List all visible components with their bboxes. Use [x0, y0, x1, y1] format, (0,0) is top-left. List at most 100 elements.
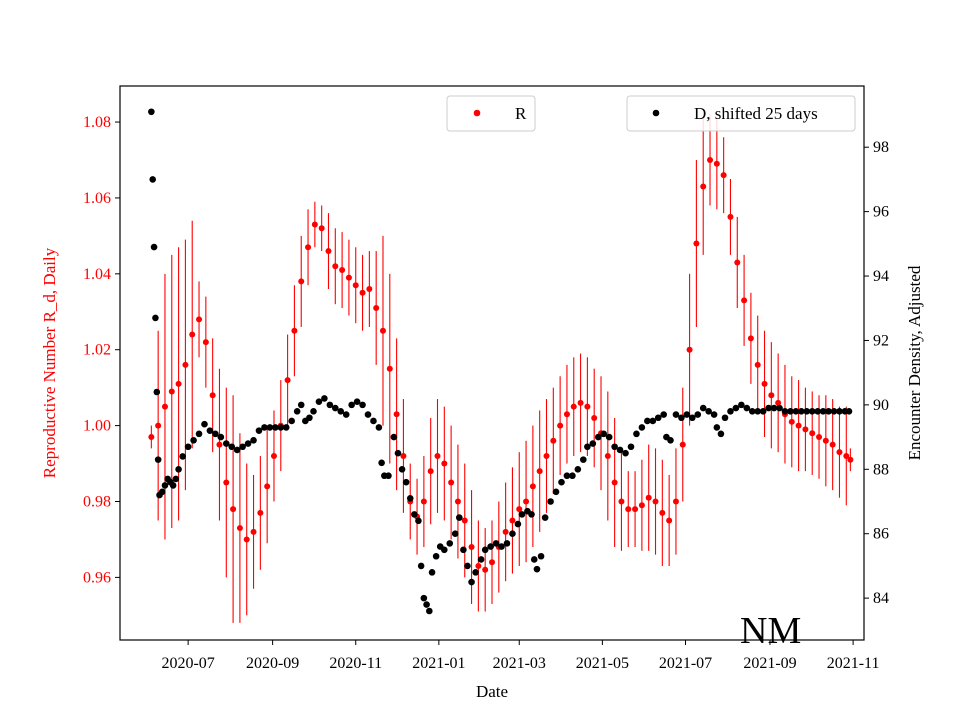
r-point	[638, 502, 645, 509]
r-point	[768, 392, 775, 399]
d-point	[321, 395, 328, 402]
d-point	[261, 424, 268, 431]
d-point	[589, 440, 597, 447]
d-point	[633, 430, 640, 438]
d-point	[836, 408, 843, 415]
r-point	[230, 506, 237, 513]
d-point	[787, 408, 794, 415]
d-point	[727, 408, 734, 415]
d-point	[149, 176, 157, 183]
r-point	[189, 331, 196, 338]
d-point	[649, 417, 657, 425]
right-y-tick-label: 92	[873, 332, 889, 349]
d-point	[678, 414, 685, 422]
d-point	[611, 443, 618, 451]
d-point	[537, 552, 545, 560]
r-point	[679, 441, 686, 448]
r-point	[257, 509, 264, 516]
d-point	[172, 475, 180, 483]
r-point	[441, 460, 448, 467]
r-point	[482, 566, 489, 573]
r-point	[305, 244, 312, 251]
legend-d-box	[626, 95, 856, 132]
d-point	[743, 404, 751, 412]
d-point	[206, 427, 214, 434]
d-point	[748, 408, 756, 415]
r-point	[318, 225, 325, 232]
d-point	[415, 517, 422, 525]
r-point	[666, 517, 673, 524]
d-point	[825, 408, 832, 415]
d-point	[563, 472, 571, 480]
d-point	[432, 552, 440, 560]
right-y-tick-label: 98	[873, 139, 889, 156]
r-point	[700, 183, 707, 190]
d-point	[509, 530, 516, 538]
r-point	[734, 259, 741, 266]
r-point	[843, 452, 850, 459]
right-y-tick-label: 86	[873, 526, 889, 543]
d-point	[672, 411, 680, 418]
d-point	[492, 540, 500, 547]
d-point	[660, 411, 667, 418]
r-point	[584, 403, 591, 410]
r-point	[836, 449, 843, 456]
r-point	[161, 403, 168, 410]
d-point	[158, 488, 166, 496]
r-point	[448, 479, 455, 486]
r-point	[809, 430, 816, 437]
d-point	[310, 408, 317, 415]
r-point	[741, 297, 748, 304]
r-point	[223, 479, 230, 486]
d-point	[169, 482, 177, 489]
d-point	[406, 494, 414, 502]
d-point	[297, 401, 305, 409]
x-tick-label: 2020-09	[246, 655, 299, 672]
d-point	[282, 424, 290, 431]
r-point	[847, 456, 854, 463]
d-point	[375, 424, 383, 431]
x-axis: 2020-07 2020-09 2020-11 2021-01 2021-03 2021-…	[161, 640, 879, 672]
d-point	[754, 408, 762, 415]
r-point	[761, 380, 768, 387]
d-point	[152, 314, 159, 322]
r-point	[475, 563, 482, 570]
r-point	[182, 361, 189, 368]
d-point	[689, 414, 696, 422]
r-point	[536, 468, 543, 475]
right-y-tick-label: 84	[873, 590, 889, 607]
x-tick-label: 2021-05	[576, 655, 629, 672]
d-point	[738, 401, 745, 409]
r-point	[155, 422, 162, 429]
r-point	[236, 525, 243, 532]
r-point	[713, 160, 720, 167]
r-point	[523, 498, 530, 505]
r-point	[502, 528, 509, 535]
r-point	[604, 452, 611, 459]
d-point	[390, 433, 398, 441]
d-point	[498, 543, 505, 550]
r-point	[366, 286, 373, 293]
r-point	[543, 452, 550, 459]
r-point	[386, 365, 393, 372]
d-point	[239, 443, 246, 451]
d-point	[487, 543, 494, 550]
left-y-tick-label: 1.06	[83, 190, 111, 207]
d-point	[528, 511, 535, 518]
d-point	[481, 546, 489, 554]
r-point	[339, 267, 346, 274]
r-point	[577, 399, 584, 406]
d-point	[378, 459, 385, 467]
d-point	[423, 601, 430, 608]
d-point	[154, 456, 162, 463]
left-y-tick-label: 0.98	[83, 494, 111, 511]
r-point	[216, 441, 223, 448]
d-point	[272, 424, 279, 431]
r-point	[175, 380, 182, 387]
d-point	[683, 411, 691, 418]
r-point	[468, 544, 475, 551]
d-point	[398, 465, 406, 473]
r-point	[775, 399, 782, 406]
r-point	[202, 339, 209, 346]
